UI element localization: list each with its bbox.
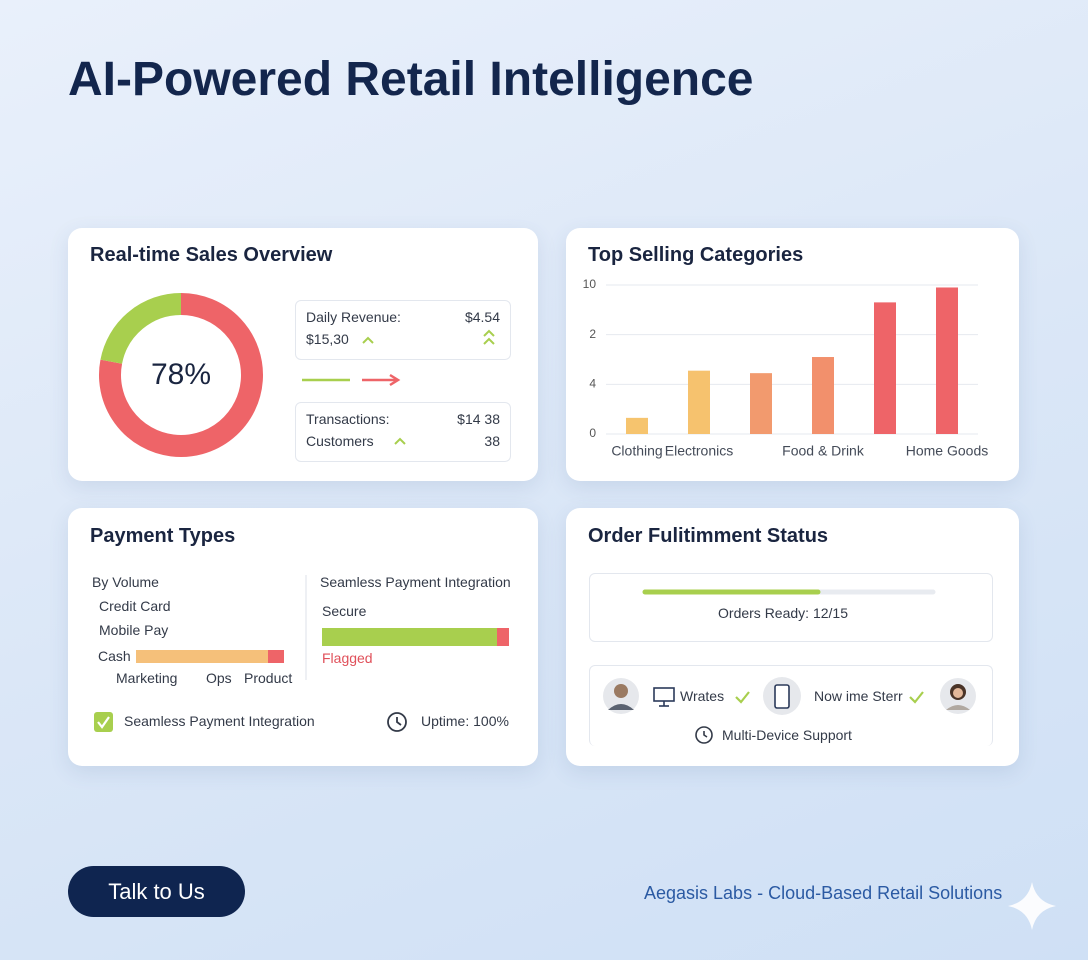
label: Credit Card — [99, 598, 171, 614]
label: By Volume — [92, 574, 159, 590]
transactions-box — [295, 402, 511, 462]
bar — [688, 370, 710, 434]
donut-chart: 78% — [99, 293, 263, 457]
value: $4.54 — [464, 309, 500, 325]
x-tick-label: Electronics — [665, 443, 733, 459]
y-tick-label: 10 — [583, 277, 597, 291]
card-title: Payment Types — [90, 525, 236, 547]
payment-shapes — [94, 575, 509, 732]
label: Now ime Sterr — [814, 688, 903, 704]
revenue-box — [295, 300, 511, 360]
donut-slice — [100, 293, 182, 365]
value: $15,30 — [306, 331, 349, 347]
label: Seamless Payment Integration — [320, 574, 511, 590]
x-tick-label: Clothing — [611, 443, 662, 459]
value: 38 — [484, 433, 500, 449]
x-tick-label: Home Goods — [906, 443, 988, 459]
donut-slice — [99, 293, 263, 457]
order-card: Order Fulitimment Status Orders Ready: 1… — [566, 508, 1019, 766]
label: Seamless Payment Integration — [124, 713, 315, 729]
y-tick-label: 2 — [589, 327, 596, 341]
sales-card: Real-time Sales Overview 78% Daily Reven… — [68, 228, 538, 481]
card-title: Top Selling Categories — [588, 244, 804, 266]
orders-box — [589, 573, 993, 642]
bar-chart: 0 4 2 10 Clothing Electronics Food & Drink Home… — [583, 277, 989, 459]
bar — [936, 287, 958, 434]
label: Product — [244, 670, 293, 686]
payment-card: Payment Types By Volume Credit Card Mobi… — [68, 508, 538, 766]
card-title: Order Fulitimment Status — [588, 525, 829, 547]
page-title: AI-Powered Retail Intelligence — [68, 53, 754, 106]
button-label[interactable]: Talk to Us — [108, 878, 205, 904]
bar — [874, 302, 896, 434]
label: Mobile Pay — [99, 622, 169, 638]
card-title: Real-time Sales Overview — [90, 244, 333, 266]
icons — [302, 329, 495, 445]
label: Marketing — [116, 670, 178, 686]
label: Orders Ready: 12/15 — [718, 605, 848, 621]
label: Cash — [98, 648, 131, 664]
donut-center-label: 78% — [151, 358, 211, 391]
y-tick-label: 0 — [589, 426, 596, 440]
label: Customers — [306, 433, 374, 449]
label: Uptime: 100% — [421, 713, 509, 729]
categories-card: Top Selling Categories 0 4 2 10 Clothing Elec… — [566, 228, 1019, 481]
label: Flagged — [322, 650, 373, 666]
label: Transactions: — [306, 411, 390, 427]
y-tick-label: 4 — [589, 377, 596, 391]
bar — [750, 373, 772, 434]
label: Secure — [322, 603, 367, 619]
bar — [626, 417, 648, 434]
label: Ops — [206, 670, 232, 686]
order-shapes — [603, 589, 976, 744]
label: Daily Revenue: — [306, 309, 401, 325]
talk-button[interactable]: Talk to Us — [68, 866, 245, 917]
x-tick-label: Food & Drink — [782, 443, 865, 459]
devices-box — [589, 665, 993, 746]
bar — [812, 357, 834, 434]
label: Multi-Device Support — [722, 727, 852, 743]
label: Wrates — [680, 688, 725, 704]
value: $14 38 — [457, 411, 500, 427]
credit: Aegasis Labs - Cloud-Based Retail Soluti… — [644, 883, 1003, 903]
